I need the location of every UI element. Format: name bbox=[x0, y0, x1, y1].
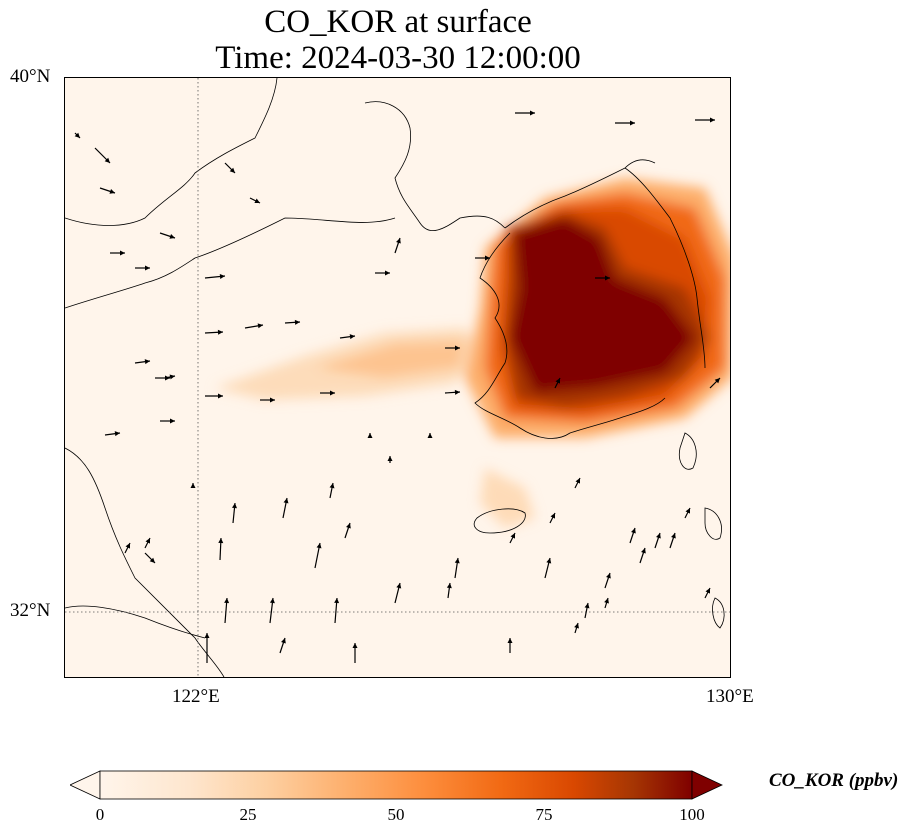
wind-arrow-head bbox=[574, 623, 579, 629]
wind-arrow-head bbox=[710, 117, 715, 123]
wind-arrow-head bbox=[714, 378, 720, 384]
wind-arrow-head bbox=[705, 588, 710, 594]
wind-arrow-head bbox=[330, 390, 335, 396]
wind-arrow-head bbox=[229, 167, 235, 173]
lon-label-130e: 130°E bbox=[706, 686, 754, 707]
wind-arrow-head bbox=[224, 598, 230, 604]
wind-arrow-head bbox=[630, 120, 635, 126]
wind-arrow-head bbox=[550, 513, 555, 519]
wind-arrow-head bbox=[294, 319, 300, 325]
wind-arrow-head bbox=[170, 418, 175, 424]
wind-arrow-head bbox=[109, 189, 115, 194]
wind-vectors bbox=[74, 110, 721, 663]
wind-arrow-head bbox=[454, 558, 460, 564]
wind-arrow-head bbox=[204, 633, 210, 638]
colorbar-label: CO_KOR (ppbv) bbox=[769, 770, 899, 791]
map-canvas bbox=[65, 78, 730, 677]
wind-arrow-head bbox=[254, 198, 260, 203]
map-subtitle-time: Time: 2024-03-30 12:00:00 bbox=[215, 40, 581, 76]
lon-label-122e: 122°E bbox=[172, 686, 220, 707]
wind-arrow-head bbox=[120, 250, 125, 256]
wind-arrow-head bbox=[125, 543, 130, 549]
wind-arrow-head bbox=[114, 431, 120, 437]
wind-arrow-head bbox=[219, 274, 225, 279]
wind-arrow-head bbox=[656, 533, 661, 539]
wind-arrow-head bbox=[349, 334, 355, 340]
wind-arrow-head bbox=[144, 359, 150, 365]
wind-arrow-head bbox=[281, 638, 286, 644]
wind-arrow-head bbox=[396, 583, 402, 589]
wind-arrow-head bbox=[606, 573, 611, 579]
wind-arrow-head bbox=[316, 543, 322, 549]
wind-arrow-head bbox=[74, 132, 80, 138]
wind-arrow-head bbox=[283, 498, 289, 504]
wind-arrow-head bbox=[396, 238, 401, 244]
plume-south bbox=[480, 468, 535, 528]
wind-arrow-head bbox=[455, 345, 460, 351]
wind-arrow-head bbox=[218, 393, 223, 399]
colorbar bbox=[70, 770, 723, 800]
wind-arrow-head bbox=[217, 329, 223, 335]
wind-arrow-head bbox=[605, 275, 610, 281]
wind-arrow-head bbox=[334, 598, 340, 604]
wind-arrow-head bbox=[584, 603, 590, 609]
colorbar-tick-100: 100 bbox=[679, 805, 705, 824]
plume-band-core bbox=[315, 340, 465, 378]
lat-label-32n: 32°N bbox=[10, 600, 51, 621]
wind-arrow-head bbox=[575, 478, 580, 484]
wind-arrow-head bbox=[367, 433, 373, 438]
wind-arrow-head bbox=[387, 456, 393, 461]
colorbar-tick-25: 25 bbox=[239, 805, 257, 824]
colorbar-body bbox=[99, 770, 693, 800]
wind-arrow-head bbox=[555, 378, 560, 384]
plume-peak bbox=[510, 218, 695, 393]
wind-arrow-head bbox=[352, 643, 358, 648]
wind-arrow-head bbox=[454, 389, 460, 395]
wind-arrow-head bbox=[385, 270, 390, 276]
wind-arrow-head bbox=[631, 528, 636, 534]
colorbar-extend-min bbox=[70, 770, 101, 800]
wind-arrow-head bbox=[190, 483, 196, 488]
wind-arrow-head bbox=[218, 538, 224, 544]
wind-arrow-head bbox=[685, 508, 690, 514]
wind-arrow-head bbox=[641, 548, 646, 554]
wind-arrow-head bbox=[145, 265, 150, 271]
wind-arrow-head bbox=[270, 397, 275, 403]
wind-arrow-head bbox=[546, 558, 552, 564]
wind-arrow-head bbox=[257, 323, 263, 329]
coastline-lines bbox=[65, 78, 725, 677]
wind-arrow-head bbox=[530, 110, 535, 116]
wind-arrow-head bbox=[169, 234, 175, 239]
colorbar-tick-50: 50 bbox=[387, 805, 405, 824]
co-concentration-field bbox=[215, 178, 730, 528]
colorbar-tick-0: 0 bbox=[95, 805, 105, 824]
wind-arrow-head bbox=[269, 598, 275, 604]
wind-arrow-head bbox=[346, 523, 351, 529]
wind-arrow-head bbox=[671, 533, 676, 539]
wind-arrow-head bbox=[232, 503, 237, 509]
lat-label-40n: 40°N bbox=[10, 66, 51, 87]
wind-arrow-head bbox=[104, 157, 110, 163]
wind-arrow-head bbox=[145, 538, 150, 544]
wind-arrow-head bbox=[446, 583, 452, 589]
colorbar-extend-max bbox=[691, 770, 723, 800]
wind-arrow-head bbox=[507, 638, 513, 643]
wind-arrow-head bbox=[427, 433, 433, 438]
wind-arrow-head bbox=[329, 483, 335, 489]
map-title: CO_KOR at surface bbox=[264, 4, 532, 40]
gridlines bbox=[65, 78, 730, 677]
wind-arrow-head bbox=[485, 255, 490, 261]
map-panel bbox=[64, 77, 731, 678]
wind-arrow-head bbox=[510, 533, 515, 539]
colorbar-tick-75: 75 bbox=[535, 805, 553, 824]
wind-arrow-head bbox=[169, 374, 175, 380]
wind-arrow-head bbox=[604, 598, 609, 604]
